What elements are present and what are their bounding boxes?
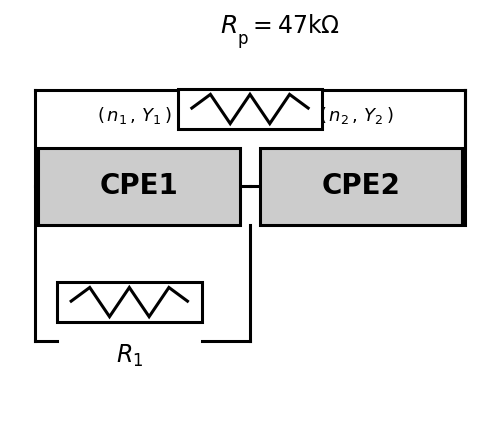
Text: CPE1: CPE1 xyxy=(100,172,178,200)
Text: CPE2: CPE2 xyxy=(322,172,400,200)
Text: $\mathbf{\mathit{R}}_\mathbf{\mathit{1}}$: $\mathbf{\mathit{R}}_\mathbf{\mathit{1}}… xyxy=(116,343,143,369)
Text: $= 47\mathrm{k}\Omega$: $= 47\mathrm{k}\Omega$ xyxy=(248,14,340,38)
Bar xyxy=(260,147,462,225)
Text: $( \, n_1 \, , \, Y_1 \, )$: $( \, n_1 \, , \, Y_1 \, )$ xyxy=(96,105,172,126)
Text: $R$: $R$ xyxy=(220,14,237,38)
Text: $\mathregular{p}$: $\mathregular{p}$ xyxy=(237,32,248,50)
Bar xyxy=(57,282,202,323)
Text: $( \, n_2 \, , \, Y_2 \, )$: $( \, n_2 \, , \, Y_2 \, )$ xyxy=(319,105,394,126)
Bar xyxy=(178,89,322,129)
Bar xyxy=(38,147,240,225)
